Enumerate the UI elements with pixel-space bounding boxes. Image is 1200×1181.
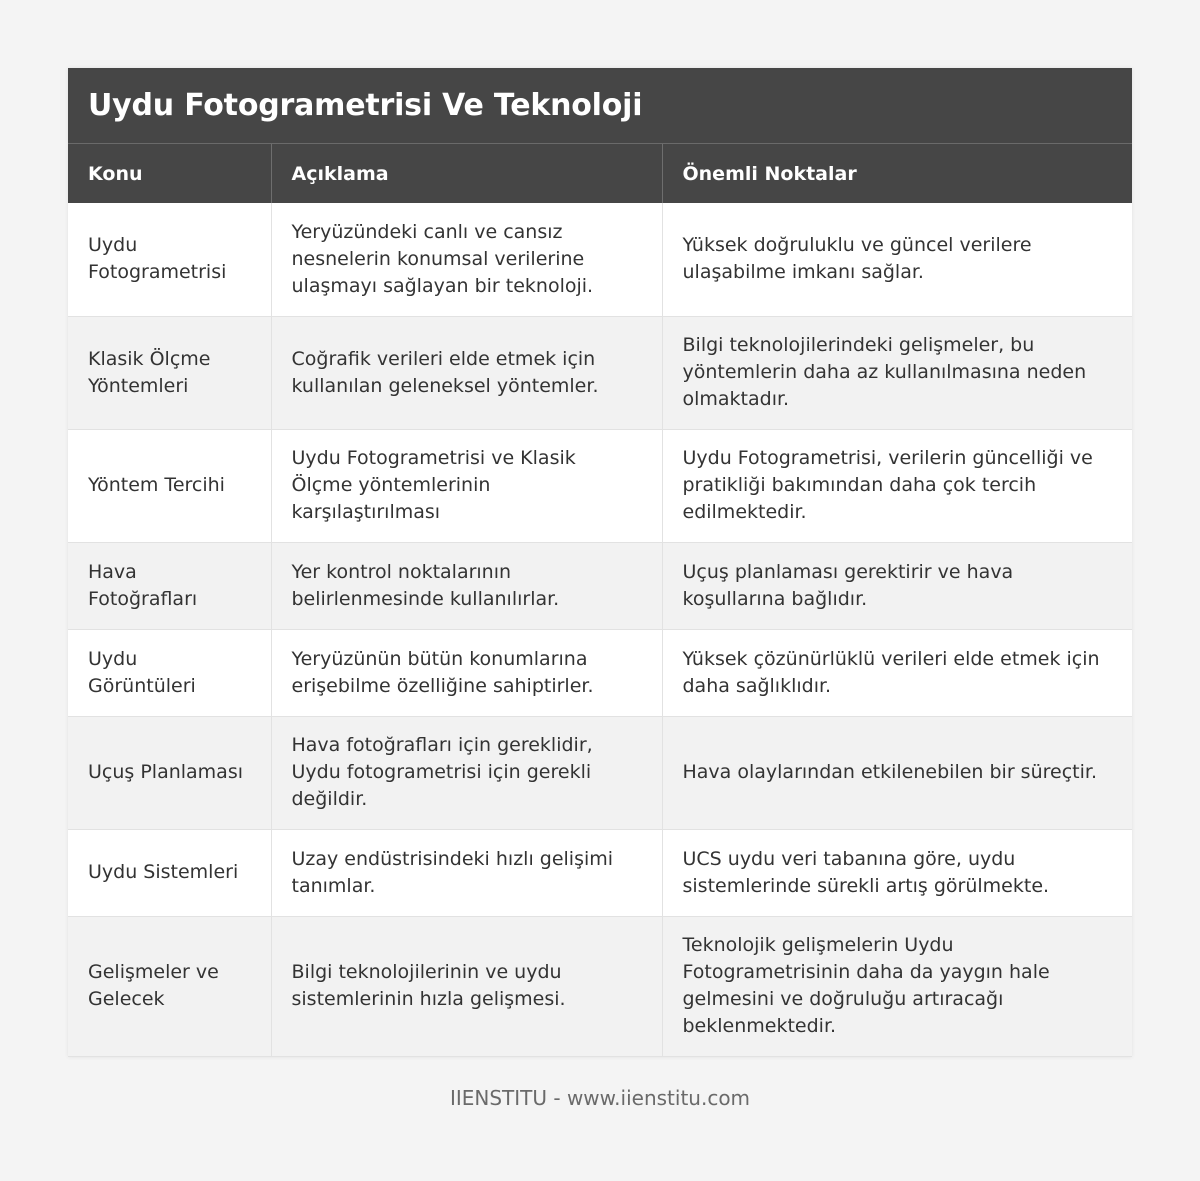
cell-konu: Uçuş Planlaması: [68, 716, 272, 830]
page-title: Uydu Fotogrametrisi Ve Teknoloji: [88, 88, 643, 123]
cell-aciklama: Uzay endüstrisindeki hızlı gelişimi tanı…: [271, 829, 663, 917]
cell-onemli-noktalar: Bilgi teknolojilerindeki gelişmeler, bu …: [662, 316, 1132, 430]
table-row: Klasik Ölçme Yöntemleri Coğrafik veriler…: [68, 316, 1132, 430]
cell-onemli-noktalar: Yüksek çözünürlüklü verileri elde etmek …: [662, 629, 1132, 717]
cell-onemli-noktalar: UCS uydu veri tabanına göre, uydu sistem…: [662, 829, 1132, 917]
header-row: Konu Açıklama Önemli Noktalar: [68, 144, 1132, 203]
cell-onemli-noktalar: Uçuş planlaması gerektirir ve hava koşul…: [662, 542, 1132, 630]
column-header-aciklama: Açıklama: [271, 144, 663, 203]
cell-konu: Uydu Görüntüleri: [68, 629, 272, 717]
table-row: Hava Fotoğrafları Yer kontrol noktaların…: [68, 542, 1132, 630]
cell-konu: Uydu Fotogrametrisi: [68, 203, 272, 317]
table-row: Gelişmeler ve Gelecek Bilgi teknolojiler…: [68, 916, 1132, 1057]
cell-onemli-noktalar: Yüksek doğruluklu ve güncel verilere ula…: [662, 203, 1132, 317]
cell-aciklama: Uydu Fotogrametrisi ve Klasik Ölçme yönt…: [271, 429, 663, 543]
cell-aciklama: Yeryüzündeki canlı ve cansız nesnelerin …: [271, 203, 663, 317]
cell-aciklama: Hava fotoğrafları için gereklidir, Uydu …: [271, 716, 663, 830]
column-header-konu: Konu: [68, 144, 272, 203]
cell-konu: Hava Fotoğrafları: [68, 542, 272, 630]
cell-onemli-noktalar: Teknolojik gelişmelerin Uydu Fotogrametr…: [662, 916, 1132, 1057]
table-row: Uçuş Planlaması Hava fotoğrafları için g…: [68, 716, 1132, 830]
column-header-onemli-noktalar: Önemli Noktalar: [662, 144, 1132, 203]
cell-konu: Yöntem Tercihi: [68, 429, 272, 543]
cell-aciklama: Yer kontrol noktalarının belirlenmesinde…: [271, 542, 663, 630]
table-row: Uydu Fotogrametrisi Yeryüzündeki canlı v…: [68, 203, 1132, 317]
cell-onemli-noktalar: Hava olaylarından etkilenebilen bir süre…: [662, 716, 1132, 830]
cell-konu: Klasik Ölçme Yöntemleri: [68, 316, 272, 430]
table-card: Uydu Fotogrametrisi Ve Teknoloji Konu Aç…: [68, 68, 1132, 1057]
cell-konu: Uydu Sistemleri: [68, 829, 272, 917]
cell-aciklama: Coğrafik verileri elde etmek için kullan…: [271, 316, 663, 430]
table-row: Yöntem Tercihi Uydu Fotogrametrisi ve Kl…: [68, 429, 1132, 543]
table-row: Uydu Görüntüleri Yeryüzünün bütün konuml…: [68, 629, 1132, 717]
data-table: Konu Açıklama Önemli Noktalar Uydu Fotog…: [68, 144, 1132, 1057]
cell-onemli-noktalar: Uydu Fotogrametrisi, verilerin güncelliğ…: [662, 429, 1132, 543]
cell-aciklama: Yeryüzünün bütün konumlarına erişebilme …: [271, 629, 663, 717]
cell-aciklama: Bilgi teknolojilerinin ve uydu sistemler…: [271, 916, 663, 1057]
title-bar: Uydu Fotogrametrisi Ve Teknoloji: [68, 68, 1132, 144]
footer-credit: IIENSTITU - www.iienstitu.com: [449, 1086, 751, 1110]
table-row: Uydu Sistemleri Uzay endüstrisindeki hız…: [68, 829, 1132, 917]
cell-konu: Gelişmeler ve Gelecek: [68, 916, 272, 1057]
